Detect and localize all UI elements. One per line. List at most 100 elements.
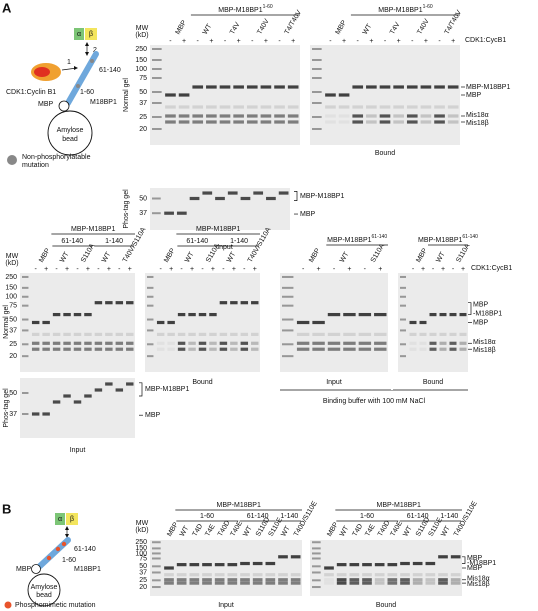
lane-label: MBP — [38, 247, 52, 264]
band — [164, 581, 174, 585]
lane-label: T4/T40V — [444, 9, 464, 36]
band — [409, 341, 417, 345]
band — [167, 320, 175, 325]
band — [439, 341, 447, 345]
band — [206, 85, 217, 89]
ladder-band — [152, 197, 161, 200]
band — [349, 578, 360, 582]
sign: + — [169, 266, 173, 273]
band — [165, 105, 176, 109]
ladder-band — [312, 557, 321, 560]
band — [198, 332, 207, 336]
band — [325, 114, 336, 118]
mutation-dot — [90, 59, 94, 63]
band — [42, 320, 50, 325]
band — [400, 561, 410, 566]
sign: - — [222, 266, 225, 273]
sign: - — [364, 266, 367, 273]
band — [206, 105, 217, 109]
ladder-band — [282, 295, 294, 298]
mw-label: 100 — [135, 66, 147, 73]
band — [227, 581, 238, 585]
lane-label: MBP — [308, 247, 322, 264]
band — [246, 85, 258, 89]
ladder-band — [400, 304, 406, 307]
ladder-band — [400, 343, 406, 346]
band — [209, 312, 217, 317]
band — [177, 312, 186, 317]
mw-title: MW — [6, 253, 19, 260]
ladder-band — [152, 91, 162, 93]
band — [379, 114, 391, 118]
band — [278, 578, 288, 582]
mw-label: 50 — [9, 316, 17, 323]
ladder-band — [312, 116, 322, 118]
band-label: Mis18β — [467, 581, 490, 588]
band — [214, 581, 225, 585]
band — [115, 388, 124, 392]
band — [374, 332, 387, 336]
band — [164, 211, 174, 215]
ladder-band — [147, 329, 154, 332]
band — [439, 332, 447, 336]
ladder-band — [400, 295, 406, 298]
bead — [47, 110, 93, 156]
mw-title: (kD) — [135, 32, 148, 39]
lane-label: MBP — [335, 19, 349, 36]
band — [327, 347, 341, 351]
band — [387, 573, 398, 577]
band — [312, 320, 325, 325]
band — [206, 120, 217, 124]
ladder-band — [282, 343, 294, 346]
band — [219, 341, 228, 345]
band — [406, 114, 418, 118]
mw-title: (kD) — [5, 260, 18, 267]
ladder-band — [400, 329, 406, 332]
ladder-band — [22, 343, 29, 346]
sign: - — [55, 266, 58, 273]
ladder-band — [147, 304, 154, 307]
band — [429, 312, 437, 317]
band-label: MBP — [473, 302, 489, 309]
lane-label: T40V/S110A — [247, 226, 273, 264]
band — [349, 573, 360, 577]
band — [400, 578, 410, 582]
band — [274, 114, 285, 118]
lane-label: T4D — [352, 523, 365, 538]
band — [94, 341, 103, 345]
lane-label: WT — [184, 250, 196, 264]
mutation-dot — [76, 84, 80, 88]
band — [178, 93, 190, 97]
band — [115, 332, 124, 336]
band — [425, 573, 436, 577]
band — [73, 347, 82, 351]
mw-label: 37 — [139, 210, 147, 217]
band — [266, 196, 276, 201]
band — [274, 105, 285, 109]
bracket — [294, 191, 298, 201]
sign: - — [160, 266, 163, 273]
band — [290, 578, 301, 582]
sign: + — [264, 38, 268, 45]
ladder-band — [152, 68, 162, 70]
sign: - — [118, 266, 121, 273]
mw-label: 50 — [139, 89, 147, 96]
band — [287, 120, 299, 124]
lane-label: WT — [402, 524, 414, 538]
lane-label: T40V — [416, 18, 431, 36]
mw-title: (kD) — [135, 527, 148, 534]
beta: β — [89, 31, 93, 38]
band — [253, 191, 264, 195]
mw-label: 150 — [5, 285, 17, 292]
band — [400, 581, 410, 585]
band — [352, 120, 364, 124]
lane-label: S110A — [80, 242, 96, 264]
band — [52, 347, 61, 351]
band — [260, 105, 272, 109]
band — [387, 578, 398, 582]
band — [240, 581, 250, 585]
sign: - — [97, 266, 100, 273]
band — [233, 85, 244, 89]
sign: + — [107, 266, 111, 273]
band — [84, 312, 92, 317]
